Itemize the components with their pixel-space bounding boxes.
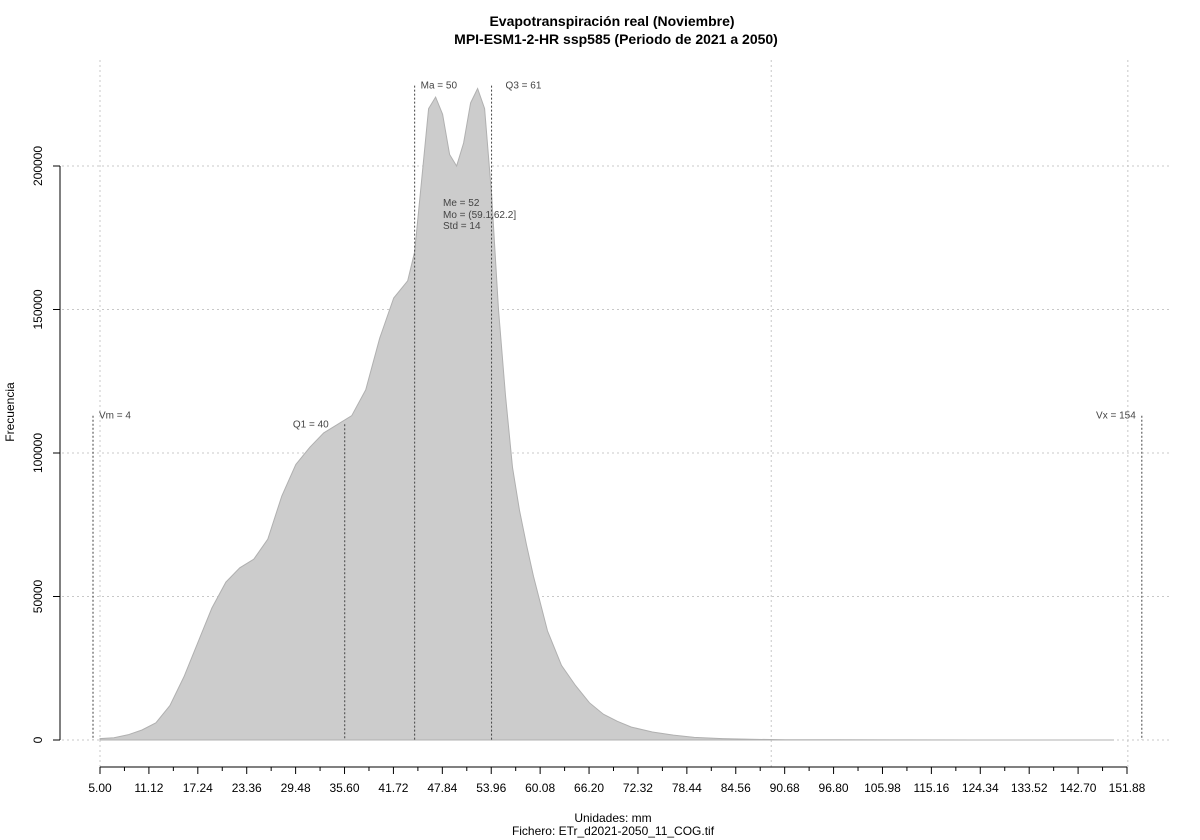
- x-tick-label: 23.36: [232, 781, 262, 795]
- stat-label: Q1 = 40: [293, 419, 329, 430]
- stat-label: Ma = 50: [421, 81, 458, 92]
- chart-title: Evapotranspiración real (Noviembre): [489, 13, 734, 29]
- x-tick-label: 41.72: [378, 781, 408, 795]
- stat-label: Vm = 4: [99, 411, 131, 422]
- x-axis-label: Unidades: mm: [574, 811, 651, 825]
- x-tick-label: 142.70: [1060, 781, 1097, 795]
- x-tick-label: 11.12: [134, 781, 163, 795]
- stat-label: Vx = 154: [1096, 411, 1136, 422]
- stat-lines: [92, 85, 1143, 740]
- y-tick-label: 0: [31, 736, 45, 743]
- y-tick-label: 200000: [31, 146, 45, 186]
- y-tick-label: 50000: [31, 579, 45, 613]
- x-tick-label: 96.80: [819, 781, 849, 795]
- annotation-labels: Vm = 4 Q1 = 40 Ma = 50 Q3 = 61 Vx = 154: [99, 81, 1136, 431]
- grid-lines: [62, 60, 1170, 768]
- x-tick-label: 72.32: [623, 781, 653, 795]
- y-tick-label: 150000: [31, 289, 45, 329]
- x-tick-label: 60.08: [525, 781, 555, 795]
- stat-median: Me = 52: [443, 198, 480, 209]
- x-tick-label: 90.68: [770, 781, 800, 795]
- axes: 0 50000 100000 150000 200000 5.00 11.12 17.24 23…: [31, 146, 1146, 795]
- x-tick-label: 124.34: [962, 781, 999, 795]
- x-tick-label: 133.52: [1011, 781, 1048, 795]
- x-tick-label: 29.48: [281, 781, 311, 795]
- chart-subtitle: MPI-ESM1-2-HR ssp585 (Periodo de 2021 a …: [454, 31, 778, 47]
- y-tick-label: 100000: [31, 433, 45, 473]
- x-tick-label: 105.98: [864, 781, 901, 795]
- x-tick-label: 84.56: [721, 781, 751, 795]
- stat-label: Q3 = 61: [506, 81, 542, 92]
- x-tick-label: 151.88: [1109, 781, 1146, 795]
- x-tick-label: 78.44: [672, 781, 702, 795]
- x-tick-label: 66.20: [574, 781, 604, 795]
- density-area-path: [99, 87, 1114, 741]
- x-tick-label: 35.60: [330, 781, 360, 795]
- stat-mode: Mo = (59.1,62.2]: [443, 210, 516, 221]
- x-tick-label: 53.96: [476, 781, 506, 795]
- chart-caption: Fichero: ETr_d2021-2050_11_COG.tif: [512, 824, 715, 838]
- x-tick-label: 47.84: [427, 781, 457, 795]
- x-tick-label: 17.24: [183, 781, 213, 795]
- y-axis-label: Frecuencia: [3, 382, 17, 442]
- density-area: [99, 87, 1114, 741]
- x-tick-label: 5.00: [88, 781, 112, 795]
- x-tick-label: 115.16: [913, 781, 949, 795]
- stat-std: Std = 14: [443, 221, 481, 232]
